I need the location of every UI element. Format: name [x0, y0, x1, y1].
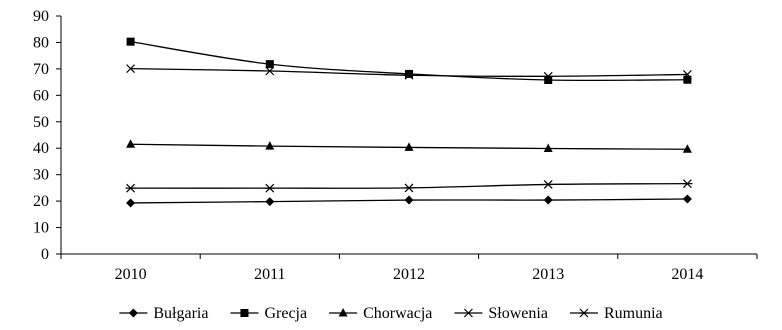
asterisk-marker: [125, 183, 136, 193]
x-marker: [404, 70, 414, 80]
asterisk-marker: [404, 183, 414, 193]
diamond-marker: [128, 308, 138, 318]
x-marker-stroke: [682, 70, 692, 79]
x-tick-label: 2011: [254, 266, 285, 283]
diamond-marker: [404, 195, 414, 205]
y-tick-label: 10: [33, 220, 49, 237]
x-tick-label: 2014: [671, 266, 703, 283]
legend-item: Rumunia: [569, 305, 663, 322]
y-tick-label: 40: [33, 140, 49, 157]
series-4: [126, 64, 692, 81]
y-tick-label: 70: [33, 61, 49, 78]
square-marker: [265, 60, 274, 69]
triangle-marker: [404, 142, 414, 151]
x-marker: [543, 71, 553, 81]
x-marker-stroke: [543, 71, 553, 81]
x-tick-label: 2010: [115, 266, 147, 283]
triangle-marker: [265, 141, 275, 150]
legend-label: Słowenia: [488, 305, 548, 322]
diamond-marker: [682, 194, 692, 204]
y-tick-label: 60: [33, 87, 49, 104]
legend-item: Bułgaria: [119, 305, 208, 322]
triangle-marker: [682, 144, 692, 153]
x-marker: [265, 66, 275, 76]
legend-item: Słowenia: [454, 305, 548, 322]
axes: [56, 15, 758, 259]
triangle-marker: [126, 139, 136, 148]
y-tick-label: 50: [33, 114, 49, 131]
x-marker: [126, 64, 136, 74]
y-tick-label: 90: [33, 8, 49, 25]
series-2: [126, 37, 692, 84]
legend: Bułgaria Grecja Chorwacja Słowenia Rumunia: [119, 305, 663, 322]
diamond-marker: [126, 198, 136, 208]
series-3: [126, 139, 692, 153]
x-marker-stroke: [265, 66, 275, 76]
series-lines: [125, 37, 693, 208]
x-marker-stroke: [126, 64, 136, 74]
triangle-marker: [338, 308, 348, 317]
y-tick-label: 80: [33, 34, 49, 51]
y-tick-label: 30: [33, 167, 49, 184]
y-tick-label: 20: [33, 193, 49, 210]
tick-labels: 0 10 20 30 40 50 60 70 80 90 2010 2011 2012 2013 2014: [33, 8, 703, 283]
x-marker-stroke: [463, 308, 473, 318]
legend-label: Bułgaria: [153, 305, 208, 322]
legend-item: Chorwacja: [329, 305, 432, 322]
x-marker: [463, 308, 473, 318]
triangle-marker: [543, 143, 553, 152]
square-marker: [405, 69, 413, 78]
square-marker: [683, 75, 692, 84]
x-tick-label: 2013: [532, 266, 564, 283]
asterisk-marker: [578, 308, 589, 318]
x-marker-stroke: [404, 70, 414, 80]
y-tick-label: 0: [41, 246, 49, 263]
asterisk-marker: [264, 183, 275, 193]
legend-item: Grecja: [230, 305, 307, 322]
legend-label: Grecja: [264, 305, 307, 322]
x-marker: [682, 70, 692, 79]
asterisk-marker: [682, 179, 693, 189]
series-5: [125, 179, 693, 193]
square-marker: [544, 75, 553, 84]
diamond-marker: [265, 197, 275, 207]
diamond-marker: [543, 195, 553, 205]
asterisk-marker: [543, 180, 554, 189]
square-marker: [240, 309, 249, 317]
legend-label: Rumunia: [604, 305, 663, 322]
x-tick-label: 2012: [393, 266, 425, 283]
series-1: [126, 194, 692, 208]
square-marker: [126, 37, 135, 46]
legend-label: Chorwacja: [363, 305, 432, 322]
